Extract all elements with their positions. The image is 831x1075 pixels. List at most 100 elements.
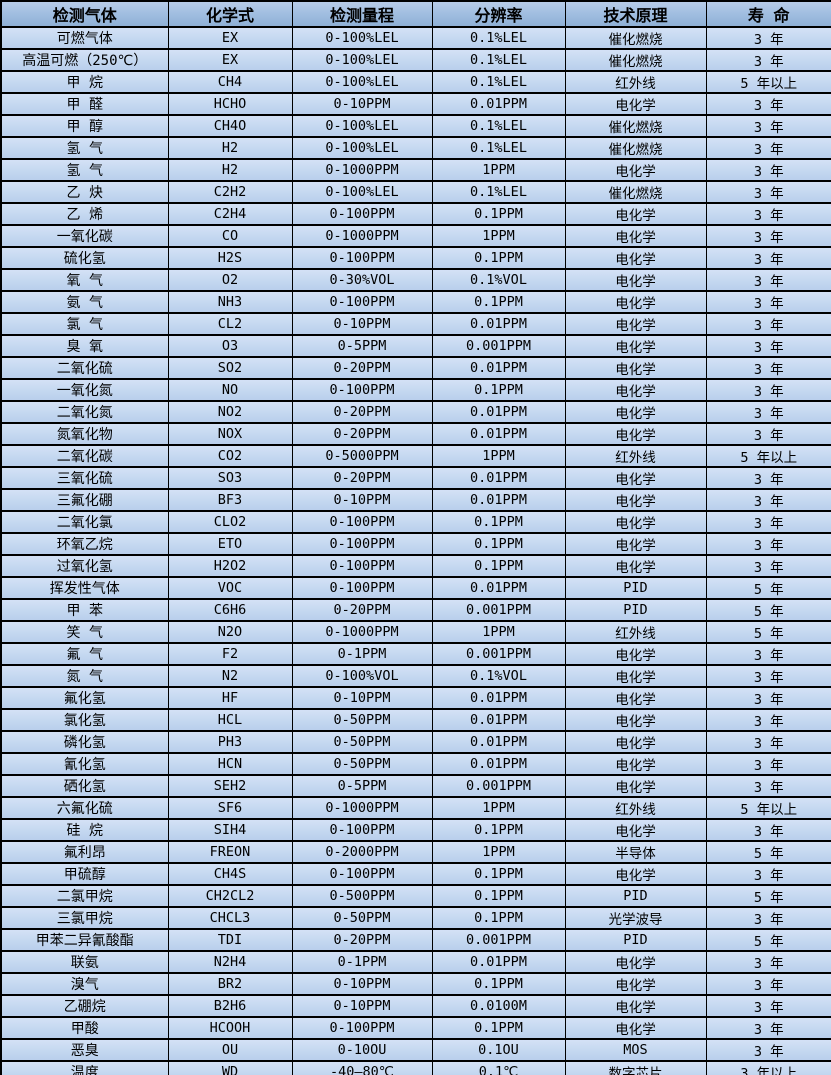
table-row: 氟化氢 HF 0-10PPM 0.01PPM 电化学 3 年 — [0, 686, 831, 710]
table-cell: 二氧化氮 — [0, 400, 169, 424]
table-cell: 0-1PPM — [291, 950, 433, 974]
table-cell: 一氧化碳 — [0, 224, 169, 248]
table-cell: 3 年 — [705, 48, 831, 72]
table-cell: 3 年 — [705, 1038, 831, 1062]
table-cell: 电化学 — [564, 818, 707, 842]
table-cell: 0-10PPM — [291, 972, 433, 996]
table-cell: 半导体 — [564, 840, 707, 864]
table-cell: 3 年 — [705, 312, 831, 336]
table-cell: 0.1%LEL — [431, 70, 566, 94]
table-cell: H2 — [167, 136, 293, 160]
table-cell: 3 年 — [705, 642, 831, 666]
table-cell: 甲 苯 — [0, 598, 169, 622]
table-cell: N2H4 — [167, 950, 293, 974]
table-cell: 硫化氢 — [0, 246, 169, 270]
table-cell: 0-100%LEL — [291, 180, 433, 204]
table-cell: 0.1%LEL — [431, 48, 566, 72]
table-cell: 电化学 — [564, 532, 707, 556]
table-cell: 氟 气 — [0, 642, 169, 666]
table-row: 甲苯二异氰酸酯 TDI 0-20PPM 0.001PPM PID 5 年 — [0, 928, 831, 952]
table-cell: CHCL3 — [167, 906, 293, 930]
table-cell: CLO2 — [167, 510, 293, 534]
table-header: 检测气体 化学式 检测量程 分辨率 技术原理 寿 命 — [0, 0, 831, 28]
table-row: 甲硫醇 CH4S 0-100PPM 0.1PPM 电化学 3 年 — [0, 862, 831, 886]
table-row: 硅 烷 SIH4 0-100PPM 0.1PPM 电化学 3 年 — [0, 818, 831, 842]
table-row: 乙硼烷 B2H6 0-10PPM 0.0100M 电化学 3 年 — [0, 994, 831, 1018]
table-cell: 0-5000PPM — [291, 444, 433, 468]
table-cell: 六氟化硫 — [0, 796, 169, 820]
table-cell: 3 年 — [705, 136, 831, 160]
table-cell: 1PPM — [431, 444, 566, 468]
table-row: 甲 烷 CH4 0-100%LEL 0.1%LEL 红外线 5 年以上 — [0, 70, 831, 94]
table-cell: 0.1%LEL — [431, 136, 566, 160]
table-cell: 硅 烷 — [0, 818, 169, 842]
table-cell: 0.01PPM — [431, 466, 566, 490]
table-cell: 0.0100M — [431, 994, 566, 1018]
table-row: 甲 苯 C6H6 0-20PPM 0.001PPM PID 5 年 — [0, 598, 831, 622]
table-cell: 3 年 — [705, 466, 831, 490]
table-row: 溴气 BR2 0-10PPM 0.1PPM 电化学 3 年 — [0, 972, 831, 996]
table-cell: 臭 氧 — [0, 334, 169, 358]
column-header-formula: 化学式 — [167, 0, 293, 28]
table-cell: 3 年 — [705, 180, 831, 204]
table-cell: HCN — [167, 752, 293, 776]
table-cell: 电化学 — [564, 422, 707, 446]
table-cell: 3 年 — [705, 334, 831, 358]
table-cell: 甲 烷 — [0, 70, 169, 94]
table-cell: 0.001PPM — [431, 774, 566, 798]
table-cell: TDI — [167, 928, 293, 952]
table-cell: 0.1%LEL — [431, 114, 566, 138]
table-cell: 0.1PPM — [431, 862, 566, 886]
table-row: 乙 炔 C2H2 0-100%LEL 0.1%LEL 催化燃烧 3 年 — [0, 180, 831, 204]
table-cell: 0-10PPM — [291, 488, 433, 512]
table-row: 笑 气 N2O 0-1000PPM 1PPM 红外线 5 年 — [0, 620, 831, 644]
table-cell: 5 年 — [705, 884, 831, 908]
table-cell: 0-100PPM — [291, 532, 433, 556]
table-row: 三氟化硼 BF3 0-10PPM 0.01PPM 电化学 3 年 — [0, 488, 831, 512]
table-cell: 5 年以上 — [705, 796, 831, 820]
table-row: 氟 气 F2 0-1PPM 0.001PPM 电化学 3 年 — [0, 642, 831, 666]
table-cell: 甲苯二异氰酸酯 — [0, 928, 169, 952]
table-cell: 3 年 — [705, 202, 831, 226]
table-cell: 3 年 — [705, 268, 831, 292]
table-cell: 二氧化氯 — [0, 510, 169, 534]
table-cell: 0-20PPM — [291, 598, 433, 622]
table-row: 挥发性气体 VOC 0-100PPM 0.01PPM PID 5 年 — [0, 576, 831, 600]
table-cell: 3 年 — [705, 774, 831, 798]
table-cell: 电化学 — [564, 92, 707, 116]
table-cell: 0-100%LEL — [291, 114, 433, 138]
table-cell: 催化燃烧 — [564, 26, 707, 50]
table-cell: 电化学 — [564, 686, 707, 710]
table-cell: 1PPM — [431, 620, 566, 644]
table-cell: 3 年 — [705, 686, 831, 710]
table-cell: 0-1000PPM — [291, 158, 433, 182]
table-cell: 3 年 — [705, 752, 831, 776]
table-cell: CH2CL2 — [167, 884, 293, 908]
table-cell: 氧 气 — [0, 268, 169, 292]
table-cell: -40—80℃ — [291, 1060, 433, 1075]
table-cell: 0.1PPM — [431, 818, 566, 842]
table-cell: 0.01PPM — [431, 708, 566, 732]
table-cell: 0-10PPM — [291, 686, 433, 710]
table-cell: BR2 — [167, 972, 293, 996]
table-row: 一氧化碳 CO 0-1000PPM 1PPM 电化学 3 年 — [0, 224, 831, 248]
table-cell: 0-5PPM — [291, 774, 433, 798]
table-cell: 5 年 — [705, 620, 831, 644]
table-cell: 0-50PPM — [291, 730, 433, 754]
table-cell: 电化学 — [564, 466, 707, 490]
table-cell: 电化学 — [564, 312, 707, 336]
table-row: 三氯甲烷 CHCL3 0-50PPM 0.1PPM 光学波导 3 年 — [0, 906, 831, 930]
table-cell: 0-1PPM — [291, 642, 433, 666]
table-cell: N2O — [167, 620, 293, 644]
table-cell: 3 年 — [705, 950, 831, 974]
table-cell: 3 年 — [705, 510, 831, 534]
table-cell: 0-1000PPM — [291, 224, 433, 248]
table-cell: 3 年 — [705, 92, 831, 116]
table-cell: 3 年 — [705, 400, 831, 424]
table-cell: BF3 — [167, 488, 293, 512]
table-cell: 0-100PPM — [291, 202, 433, 226]
table-cell: 0-100%LEL — [291, 136, 433, 160]
table-cell: 0.1PPM — [431, 1016, 566, 1040]
table-cell: 乙 烯 — [0, 202, 169, 226]
table-cell: 数字芯片 — [564, 1060, 707, 1075]
